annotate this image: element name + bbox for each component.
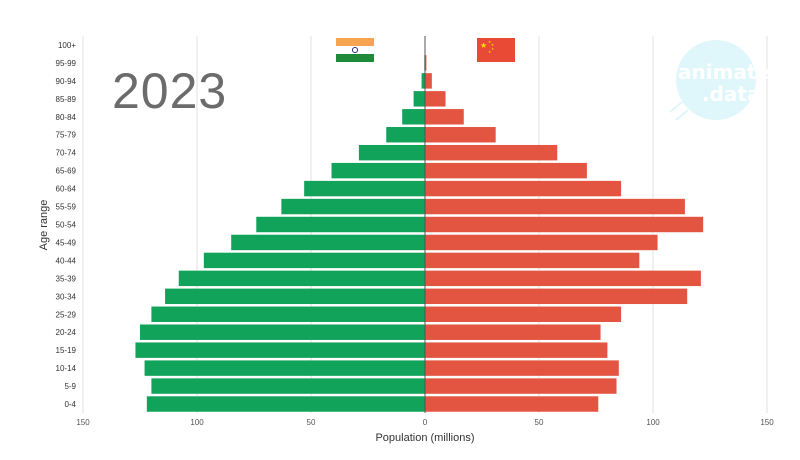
y-tick-label: 10-14 — [56, 364, 77, 373]
x-tick-label: 50 — [535, 418, 544, 427]
bar-right — [425, 163, 587, 178]
bar-right — [425, 271, 701, 286]
y-tick-label: 75-79 — [56, 131, 77, 140]
y-tick-label: 15-19 — [56, 346, 77, 355]
y-tick-label: 50-54 — [56, 221, 77, 230]
bar-right — [425, 342, 607, 357]
bar-right — [425, 396, 598, 411]
y-tick-label: 70-74 — [56, 149, 77, 158]
x-tick-label: 50 — [307, 418, 316, 427]
bar-right — [425, 73, 432, 88]
bar-left — [140, 324, 425, 339]
bar-right — [425, 217, 703, 232]
x-axis-title: Population (millions) — [375, 432, 474, 444]
bar-left — [332, 163, 425, 178]
watermark-text-line1: animate — [678, 60, 770, 84]
y-tick-label: 95-99 — [56, 59, 77, 68]
y-tick-label: 60-64 — [56, 185, 77, 194]
bar-right — [425, 127, 496, 142]
bar-left — [204, 253, 425, 268]
y-tick-label: 35-39 — [56, 274, 77, 283]
bar-left — [256, 217, 425, 232]
bar-right — [425, 253, 639, 268]
y-tick-label: 40-44 — [56, 256, 77, 265]
bar-left — [145, 360, 425, 375]
bar-left — [151, 307, 425, 322]
bar-right — [425, 378, 617, 393]
bar-left — [179, 271, 425, 286]
bar-left — [165, 289, 425, 304]
bar-right — [425, 91, 446, 106]
bar-left — [231, 235, 425, 250]
bar-left — [402, 109, 425, 124]
y-tick-label: 30-34 — [56, 292, 77, 301]
svg-text:★: ★ — [491, 47, 494, 51]
bar-right — [425, 289, 687, 304]
bar-left — [135, 342, 425, 357]
bar-left — [147, 396, 425, 411]
bar-left — [414, 91, 425, 106]
bar-right — [425, 181, 621, 196]
y-tick-label: 5-9 — [64, 382, 76, 391]
svg-text:★: ★ — [480, 41, 487, 50]
bar-right — [425, 235, 658, 250]
y-tick-label: 20-24 — [56, 328, 77, 337]
bar-left — [422, 73, 425, 88]
svg-text:★: ★ — [488, 50, 491, 54]
y-axis-title: Age range — [38, 200, 50, 251]
india-flag-icon — [336, 38, 374, 62]
bar-right — [425, 360, 619, 375]
y-tick-label: 85-89 — [56, 95, 77, 104]
watermark-text-line2: .data — [702, 82, 760, 106]
watermark-streak — [669, 101, 683, 113]
bar-left — [304, 181, 425, 196]
bar-right — [425, 109, 464, 124]
x-tick-label: 0 — [423, 418, 428, 427]
year-label: 2023 — [112, 62, 227, 120]
x-tick-label: 100 — [646, 418, 660, 427]
bar-left — [151, 378, 425, 393]
y-tick-label: 55-59 — [56, 203, 77, 212]
china-flag-icon: ★ ★ ★ ★ ★ — [477, 38, 515, 62]
bar-left — [359, 145, 425, 160]
bar-right — [425, 145, 557, 160]
y-tick-label: 90-94 — [56, 77, 77, 86]
bar-left — [281, 199, 425, 214]
y-tick-label: 0-4 — [64, 400, 76, 409]
watermark-logo: animate .data — [668, 40, 768, 120]
bar-right — [425, 324, 601, 339]
bar-left — [386, 127, 425, 142]
bar-right — [425, 199, 685, 214]
y-tick-label: 45-49 — [56, 238, 77, 247]
y-tick-label: 80-84 — [56, 113, 77, 122]
y-tick-label: 65-69 — [56, 167, 77, 176]
watermark-streak — [675, 109, 689, 121]
y-tick-label: 25-29 — [56, 310, 77, 319]
bar-right — [425, 307, 621, 322]
y-tick-label: 100+ — [58, 41, 76, 50]
x-tick-label: 100 — [190, 418, 204, 427]
x-tick-label: 150 — [760, 418, 774, 427]
x-tick-label: 150 — [76, 418, 90, 427]
